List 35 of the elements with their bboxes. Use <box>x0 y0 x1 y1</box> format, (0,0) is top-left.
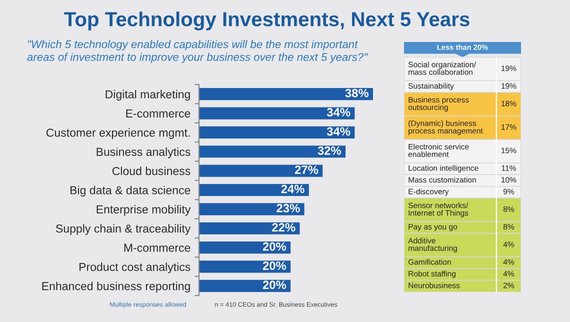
data-label: 38% <box>345 88 369 98</box>
y-tick-label: Enhanced business reporting <box>42 282 190 292</box>
data-label: 34% <box>326 127 350 136</box>
bar <box>199 88 373 100</box>
data-label: 23% <box>276 204 300 212</box>
bar <box>199 260 291 273</box>
chart-subtitle: "Which 5 technology enabled capabilities will be the most important areas of investment to improve your business over the next 5 years?" <box>27 40 368 64</box>
y-tick-label: Digital marketing <box>106 90 190 101</box>
y-tick-label: Product cost analytics <box>79 262 190 274</box>
bar <box>199 222 300 234</box>
y-tick-label: Customer experience mgmt. <box>46 128 190 140</box>
data-label: 20% <box>262 242 286 251</box>
bar <box>199 164 323 177</box>
data-label: 27% <box>294 166 318 174</box>
y-tick-label: Big data & data science <box>70 186 190 197</box>
data-label: 20% <box>262 261 286 270</box>
chart-title: Top Technology Investments, Next 5 Years <box>64 12 470 30</box>
bar <box>199 203 304 216</box>
bar <box>199 184 309 196</box>
y-tick-label: Cloud business <box>112 166 190 176</box>
data-label: 20% <box>262 280 286 290</box>
bar <box>199 242 291 254</box>
y-tick-label: Enterprise mobility <box>96 205 191 216</box>
data-label: 22% <box>272 223 296 232</box>
y-tick-label: Business analytics <box>96 147 190 158</box>
bar <box>199 146 346 158</box>
data-label: 34% <box>326 108 350 116</box>
bar <box>199 280 291 292</box>
y-tick-label: M-commerce <box>124 244 190 252</box>
data-label: 32% <box>318 146 342 155</box>
data-label: 24% <box>281 184 304 194</box>
y-tick-label: E-commerce <box>126 110 190 118</box>
bar <box>199 107 355 120</box>
y-tick-label: Supply chain & traceability <box>56 224 191 235</box>
bar <box>199 126 355 138</box>
